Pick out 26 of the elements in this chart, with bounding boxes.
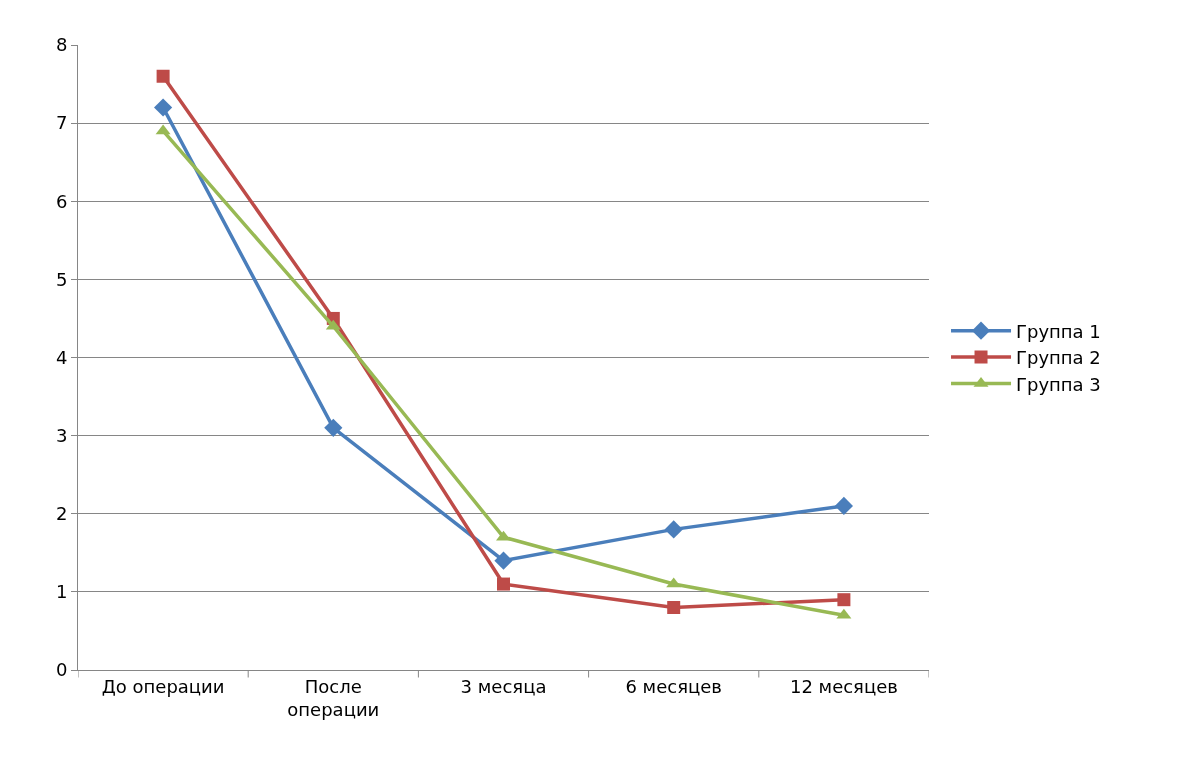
y-tick-label: 7 — [55, 112, 68, 134]
point — [494, 551, 513, 570]
x-tick-label: 3 месяца — [460, 675, 547, 697]
y-tick-label: 8 — [55, 34, 68, 56]
y-tick-label: 6 — [55, 190, 68, 212]
point — [154, 98, 173, 117]
point — [664, 520, 683, 539]
point — [324, 418, 343, 437]
x-tick-label: 6 месяцев — [625, 675, 722, 697]
legend-label: Группа 3 — [1016, 373, 1101, 395]
y-tick-label: 0 — [55, 659, 68, 681]
y-tick-label: 1 — [55, 581, 68, 603]
y-tick-label: 3 — [55, 424, 68, 446]
x-tick-label: После операции — [287, 675, 380, 720]
point — [667, 601, 681, 614]
y-tick-label: 2 — [55, 503, 68, 525]
legend-label: Группа 2 — [1016, 347, 1101, 369]
point — [156, 69, 170, 83]
point — [834, 496, 853, 516]
x-tick-label: 12 месяцев — [789, 675, 898, 697]
y-tick-label: 4 — [55, 346, 68, 368]
point — [837, 593, 851, 607]
point — [497, 577, 510, 591]
y-tick-label: 5 — [55, 268, 68, 290]
legend-label: Группа 1 — [1016, 320, 1101, 342]
x-tick-label: До операции — [101, 675, 225, 697]
